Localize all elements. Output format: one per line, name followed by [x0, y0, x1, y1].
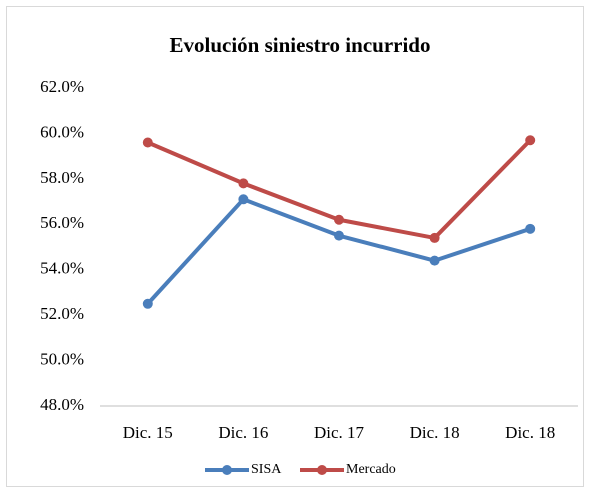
point-marker — [525, 223, 536, 234]
legend-label: SISA — [251, 462, 282, 477]
y-tick-label: 58.0% — [40, 168, 84, 187]
point-marker — [429, 255, 440, 266]
point-marker — [238, 194, 249, 205]
x-tick-label: Dic. 17 — [314, 423, 365, 442]
point-marker — [525, 135, 536, 146]
y-tick-label: 54.0% — [40, 259, 84, 278]
y-tick-label: 56.0% — [40, 213, 84, 232]
y-tick-label: 62.0% — [40, 77, 84, 96]
point-marker — [142, 137, 153, 148]
y-tick-label: 52.0% — [40, 304, 84, 323]
legend-label: Mercado — [346, 462, 396, 477]
point-marker — [334, 230, 344, 241]
point-marker — [142, 298, 153, 309]
x-tick-label: Dic. 18 — [505, 423, 555, 442]
y-tick-label: 50.0% — [40, 349, 84, 368]
chart-frame — [6, 6, 584, 487]
legend-marker — [317, 465, 327, 475]
x-tick-label: Dic. 16 — [218, 423, 268, 442]
point-marker — [238, 178, 249, 189]
y-tick-label: 60.0% — [40, 122, 84, 141]
y-tick-label: 48.0% — [40, 395, 84, 414]
x-tick-label: Dic. 15 — [123, 423, 173, 442]
point-marker — [334, 214, 344, 225]
chart-title: Evolución siniestro incurrido — [170, 33, 431, 57]
x-tick-label: Dic. 18 — [410, 423, 460, 442]
legend-marker — [222, 465, 232, 475]
point-marker — [429, 232, 440, 243]
